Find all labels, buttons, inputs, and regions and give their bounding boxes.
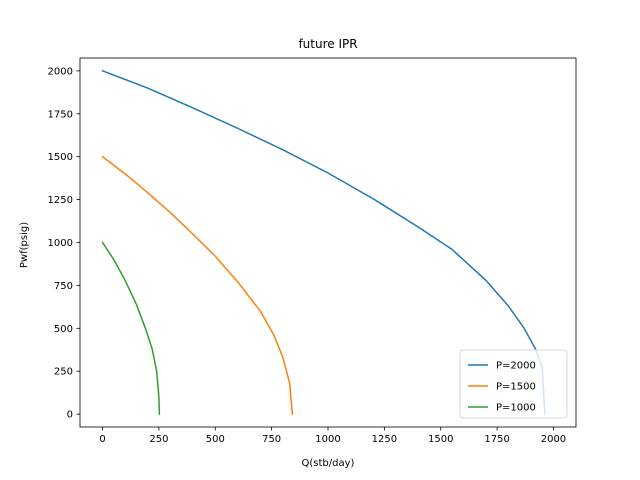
y-tick-label-8: 2000 (48, 66, 73, 77)
x-axis-label: Q(stb/day) (302, 458, 355, 469)
x-tick-label-8: 2000 (541, 434, 566, 445)
x-tick-label-5: 1250 (372, 434, 397, 445)
series-line-1 (101, 155, 294, 415)
x-tick-label-7: 1750 (484, 434, 509, 445)
axes: 0 250 500 750 1000 1250 1500 1750 2000 0 250 500 750… (48, 57, 577, 445)
x-tick-label-3: 750 (262, 434, 281, 445)
y-tick-label-6: 1500 (48, 152, 73, 163)
y-tick-label-0: 0 (67, 410, 73, 421)
legend-label-0: P=2000 (496, 361, 536, 372)
x-tick-label-4: 1000 (315, 434, 340, 445)
legend: P=2000 P=1500 P=1000 (459, 349, 568, 419)
y-axis-label: Pwf(psig) (19, 222, 30, 268)
series-line-2 (101, 241, 161, 415)
plot-area (101, 69, 546, 415)
x-tick-label-0: 0 (99, 434, 105, 445)
x-tick-label-2: 500 (206, 434, 225, 445)
y-tick-label-1: 250 (54, 367, 73, 378)
chart-title: future IPR (298, 37, 357, 51)
legend-box (459, 349, 568, 419)
x-tick-label-1: 250 (149, 434, 168, 445)
legend-label-2: P=1000 (496, 403, 536, 414)
y-tick-label-7: 1750 (48, 109, 73, 120)
y-tick-label-2: 500 (54, 324, 73, 335)
legend-label-1: P=1500 (496, 382, 536, 393)
y-tick-label-4: 1000 (48, 238, 73, 249)
y-tick-label-5: 1250 (48, 195, 73, 206)
series-line-0 (101, 69, 546, 415)
y-tick-label-3: 750 (54, 281, 73, 292)
x-tick-label-6: 1500 (428, 434, 453, 445)
